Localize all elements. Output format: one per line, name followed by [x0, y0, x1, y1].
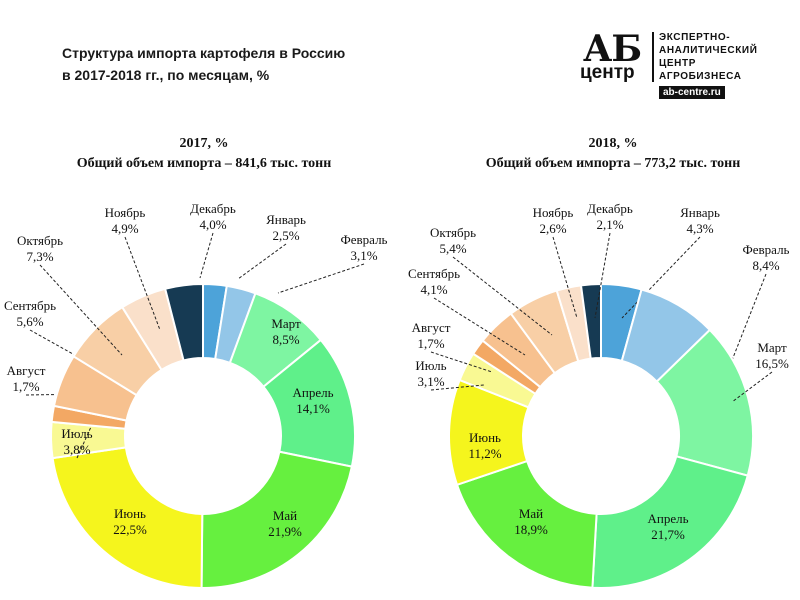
slice-label-2018-6: Июль: [415, 358, 446, 373]
leader-line-2017-10: [124, 236, 161, 331]
slice-value-2018-0: 4,3%: [686, 221, 713, 236]
chart-2018-header: 2018, % Общий объем импорта – 773,2 тыс.…: [443, 134, 783, 174]
slice-value-2018-7: 1,7%: [417, 336, 444, 351]
leader-line-2018-7: [430, 351, 493, 373]
slice-value-2018-9: 5,4%: [439, 241, 466, 256]
slice-label-2018-11: Декабрь: [587, 201, 633, 216]
slice-2018-4: [455, 459, 598, 589]
leader-line-2018-8: [433, 297, 526, 356]
slice-value-2017-4: 21,9%: [268, 524, 302, 539]
leader-line-2018-9: [452, 256, 553, 336]
slice-2018-11: [579, 282, 602, 360]
slice-value-2018-3: 21,7%: [651, 527, 685, 542]
chart-2017-title: 2017, %: [179, 136, 229, 151]
slice-value-2017-5: 22,5%: [113, 522, 147, 537]
slice-label-2017-11: Декабрь: [190, 201, 236, 216]
slice-value-2018-1: 8,4%: [752, 258, 779, 273]
slice-2018-3: [591, 455, 749, 589]
slice-label-2018-8: Сентябрь: [408, 266, 460, 281]
slice-value-2017-0: 2,5%: [272, 228, 299, 243]
slice-label-2017-0: Январь: [266, 212, 306, 227]
leader-line-2017-11: [199, 232, 214, 279]
slice-label-2018-4: Май: [519, 506, 543, 521]
slice-value-2018-10: 2,6%: [539, 221, 566, 236]
slice-label-2017-6: Июль: [61, 426, 92, 441]
main-title-line-2: в 2017-2018 гг., по месяцам, %: [62, 67, 270, 83]
leader-line-2018-11: [594, 232, 611, 319]
logo-divider: [652, 32, 654, 82]
leader-line-2017-0: [237, 243, 287, 280]
ab-centre-logo: АБ центр ЭКСПЕРТНО- АНАЛИТИЧЕСКИЙ ЦЕНТР …: [577, 28, 787, 102]
slice-label-2018-2: Март: [757, 340, 787, 355]
chart-2017-subtitle: Общий объем импорта – 841,6 тыс. тонн: [76, 156, 332, 171]
slice-value-2018-5: 11,2%: [468, 446, 501, 461]
logo-line-2: АНАЛИТИЧЕСКИЙ: [659, 45, 758, 56]
slice-label-2017-4: Май: [273, 508, 297, 523]
slice-label-2018-9: Октябрь: [430, 225, 476, 240]
slice-value-2017-6: 3,8%: [63, 442, 90, 457]
leader-line-2018-0: [621, 236, 701, 319]
logo-ab-mark: АБ: [583, 28, 642, 70]
logo-url: ab-centre.ru: [659, 86, 725, 99]
logo-line-1: ЭКСПЕРТНО-: [659, 32, 731, 43]
leader-line-2018-1: [713, 273, 767, 407]
slice-label-2017-2: Март: [271, 316, 301, 331]
slice-label-2018-5: Июнь: [469, 430, 501, 445]
chart-main-title: Структура импорта картофеля в Россию в 2…: [62, 42, 345, 86]
leader-line-2018-6: [430, 384, 485, 391]
slice-label-2017-7: Август: [7, 363, 46, 378]
main-title-line-1: Структура импорта картофеля в Россию: [62, 45, 346, 61]
leader-line-2018-10: [552, 236, 578, 319]
slice-label-2017-8: Сентябрь: [4, 298, 56, 313]
leader-line-2017-9: [39, 264, 123, 356]
slice-value-2017-2: 8,5%: [272, 332, 299, 347]
slice-2017-4: [200, 450, 354, 589]
logo-line-4: АГРОБИЗНЕСА: [659, 71, 742, 82]
slice-value-2017-10: 4,9%: [111, 221, 138, 236]
slice-label-2017-5: Июнь: [114, 506, 146, 521]
slice-value-2017-11: 4,0%: [199, 217, 226, 232]
slice-label-2018-0: Январь: [680, 205, 720, 220]
slice-label-2017-1: Февраль: [341, 232, 388, 247]
slice-value-2018-11: 2,1%: [596, 217, 623, 232]
slice-2018-2: [655, 328, 754, 477]
slice-label-2017-9: Октябрь: [17, 233, 63, 248]
slice-value-2017-7: 1,7%: [12, 379, 39, 394]
leader-line-2017-1: [277, 263, 365, 294]
slice-2017-5: [51, 446, 204, 590]
slice-value-2017-3: 14,1%: [296, 401, 330, 416]
chart-2018-subtitle: Общий объем импорта – 773,2 тыс. тонн: [485, 156, 741, 171]
slice-label-2018-1: Февраль: [743, 242, 790, 257]
logo-text: ЭКСПЕРТНО- АНАЛИТИЧЕСКИЙ ЦЕНТР АГРОБИЗНЕ…: [659, 31, 757, 83]
slice-label-2018-7: Август: [412, 320, 451, 335]
logo-line-3: ЦЕНТР: [659, 58, 696, 69]
slice-value-2017-8: 5,6%: [16, 314, 43, 329]
slice-value-2017-9: 7,3%: [26, 249, 53, 264]
slice-value-2017-1: 3,1%: [350, 248, 377, 263]
slice-value-2018-2: 16,5%: [755, 356, 789, 371]
slice-value-2018-8: 4,1%: [420, 282, 447, 297]
slice-value-2018-6: 3,1%: [417, 374, 444, 389]
leader-line-2018-2: [731, 371, 773, 403]
slice-label-2018-10: Ноябрь: [533, 205, 574, 220]
logo-centr-word: центр: [580, 62, 635, 83]
slice-label-2017-3: Апрель: [292, 385, 333, 400]
chart-2017-header: 2017, % Общий объем импорта – 841,6 тыс.…: [34, 134, 374, 174]
leader-line-2017-8: [29, 329, 99, 369]
slice-label-2017-10: Ноябрь: [105, 205, 146, 220]
slice-2017-11: [163, 282, 204, 362]
chart-2018-title: 2018, %: [588, 136, 638, 151]
slice-label-2018-3: Апрель: [647, 511, 688, 526]
slice-value-2018-4: 18,9%: [514, 522, 548, 537]
